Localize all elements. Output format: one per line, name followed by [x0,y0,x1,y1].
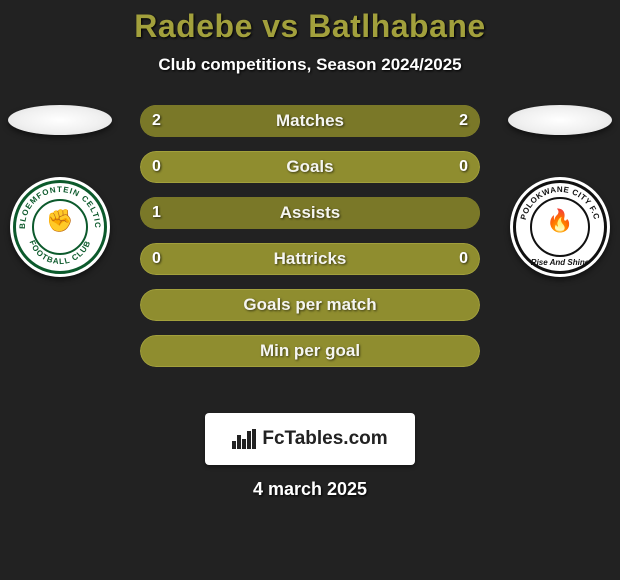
stat-label: Hattricks [140,243,480,275]
stat-value-right: 0 [459,243,468,275]
club-left-center-icon: ✊ [46,208,73,234]
title-player1: Radebe [134,8,253,44]
stat-row: Matches2 2 [140,105,480,137]
footer-logo-text: FcTables.com [262,428,387,450]
comparison-card: Radebe vs Batlhabane Club competitions, … [0,0,620,580]
title-vs: vs [262,8,299,44]
stat-row: Goals0 0 [140,151,480,183]
club-right-center-icon: 🔥 [546,208,573,234]
stat-row: Goals per match [140,289,480,321]
stat-bars: Matches22Goals00Assists1Hattricks00Goals… [140,105,480,381]
footer-date: 4 march 2025 [0,479,620,500]
stat-row: Hattricks0 0 [140,243,480,275]
svg-text:FOOTBALL CLUB: FOOTBALL CLUB [27,239,92,266]
stat-value-left: 0 [152,151,161,183]
stat-value-left: 2 [152,105,161,137]
stat-value-right: 0 [459,151,468,183]
club-left-name-bottom: FOOTBALL CLUB [27,239,92,266]
stat-label: Goals per match [140,289,480,321]
subtitle: Club competitions, Season 2024/2025 [0,55,620,75]
player-right-club-badge: POLOKWANE CITY F.C 🔥 Rise And Shine [510,177,610,277]
stat-value-left: 1 [152,197,161,229]
stat-label: Goals [140,151,480,183]
player-left-avatar-placeholder [8,105,112,135]
stat-row: Assists1 [140,197,480,229]
comparison-stage: BLOEMFONTEIN CELTIC FOOTBALL CLUB ✊ POLO… [0,105,620,395]
page-title: Radebe vs Batlhabane [0,0,620,45]
player-left-column: BLOEMFONTEIN CELTIC FOOTBALL CLUB ✊ [0,105,120,277]
stat-label: Min per goal [140,335,480,367]
stat-value-left: 0 [152,243,161,275]
bar-chart-icon [232,429,256,449]
player-right-column: POLOKWANE CITY F.C 🔥 Rise And Shine [500,105,620,277]
stat-value-right: 2 [459,105,468,137]
footer-logo: FcTables.com [205,413,415,465]
stat-row: Min per goal [140,335,480,367]
player-right-avatar-placeholder [508,105,612,135]
stat-label: Matches [140,105,480,137]
club-right-motto: Rise And Shine [510,258,610,267]
player-left-club-badge: BLOEMFONTEIN CELTIC FOOTBALL CLUB ✊ [10,177,110,277]
stat-label: Assists [140,197,480,229]
title-player2: Batlhabane [308,8,485,44]
